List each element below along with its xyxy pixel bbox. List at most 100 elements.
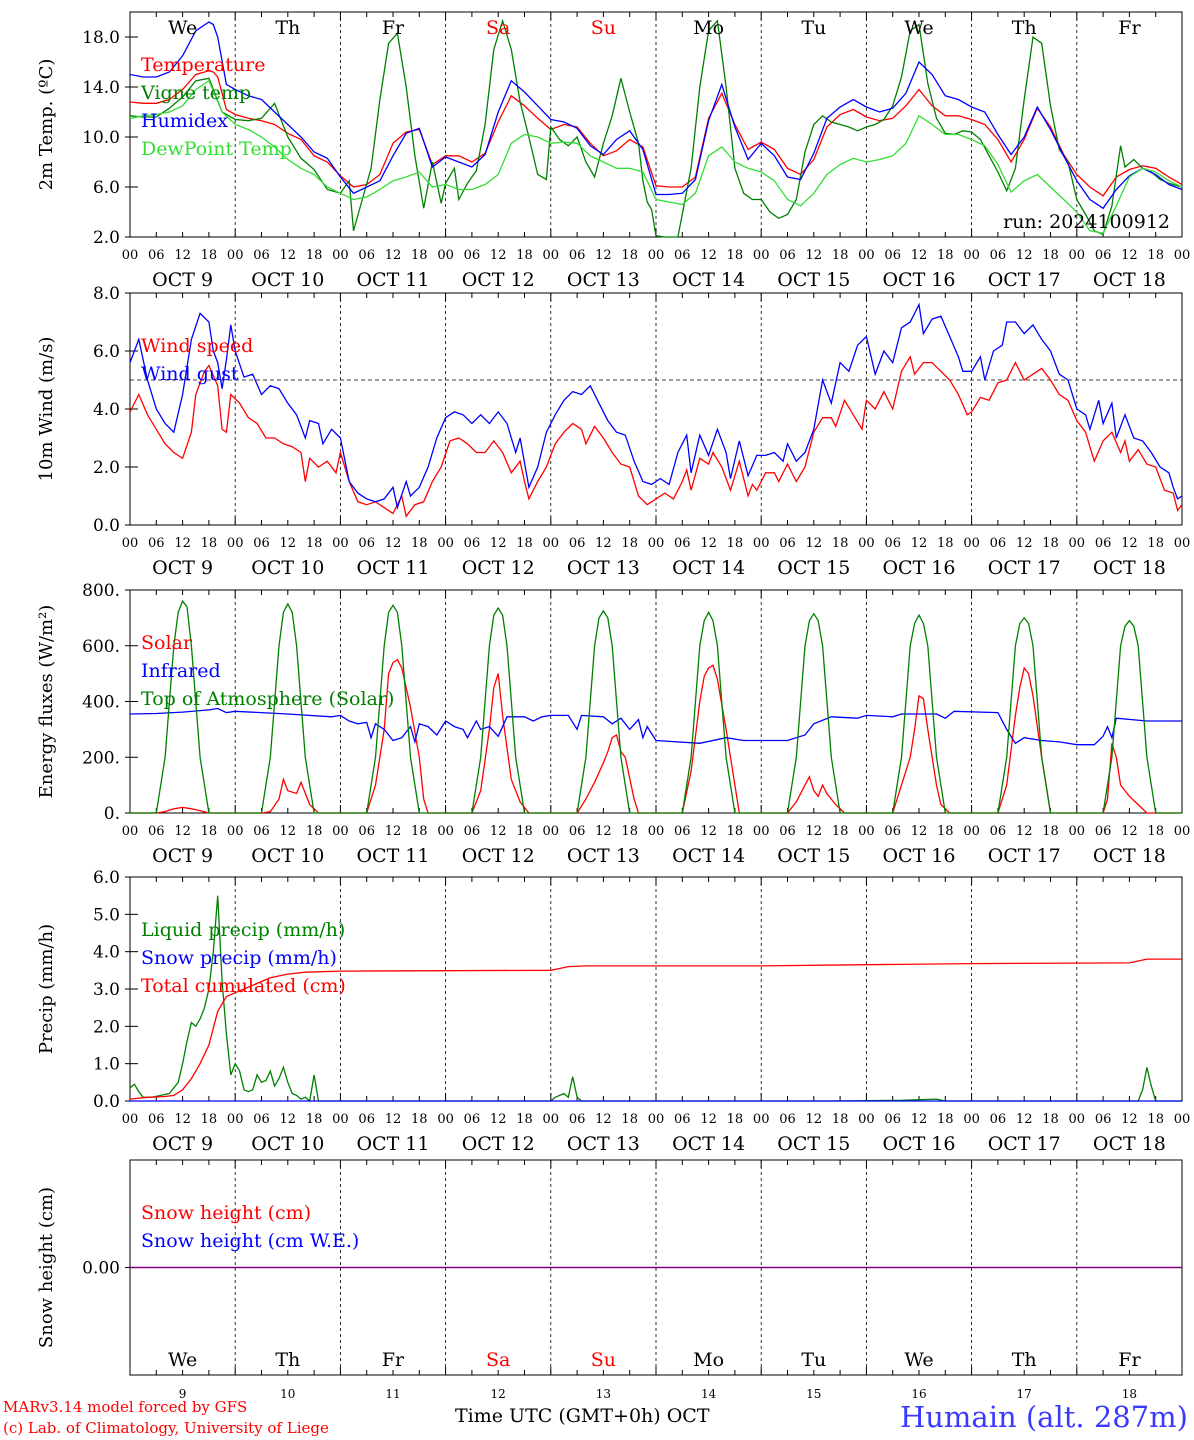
x-hour-label: 06 <box>464 536 481 551</box>
x-hour-label: 12 <box>1121 1112 1138 1127</box>
x-hour-label: 00 <box>1069 1112 1086 1127</box>
day-number-label: 15 <box>806 1387 821 1401</box>
x-hour-label: 00 <box>858 536 875 551</box>
series-line-wind-speed <box>130 355 1182 518</box>
x-hour-label: 00 <box>753 536 770 551</box>
x-hour-label: 18 <box>727 824 744 839</box>
weekday-label-top: Mo <box>693 17 724 39</box>
x-date-label: OCT 11 <box>356 845 429 867</box>
x-hour-label: 18 <box>306 1112 323 1127</box>
x-date-label: OCT 13 <box>567 269 640 291</box>
run-label: run: 2024100912 <box>1003 211 1170 233</box>
x-hour-label: 00 <box>648 536 665 551</box>
y-tick-label: 400. <box>82 693 120 713</box>
x-hour-label: 06 <box>884 536 901 551</box>
legend-entry: Wind speed <box>141 335 253 357</box>
y-tick-label: 2.0 <box>93 228 120 248</box>
weekday-label-bottom: We <box>904 1349 933 1371</box>
x-hour-label: 06 <box>779 248 796 263</box>
x-hour-label: 18 <box>1147 248 1164 263</box>
legend-entry: DewPoint Temp <box>141 138 292 160</box>
x-hour-label: 12 <box>385 1112 402 1127</box>
x-hour-label: 06 <box>990 248 1007 263</box>
time-axis-title: Time UTC (GMT+0h) OCT <box>455 1405 710 1427</box>
day-number-label: 9 <box>179 1387 187 1401</box>
x-hour-label: 00 <box>437 536 454 551</box>
x-hour-label: 12 <box>490 1112 507 1127</box>
x-hour-label: 18 <box>937 1112 954 1127</box>
day-number-label: 17 <box>1017 1387 1032 1401</box>
x-hour-label: 06 <box>253 248 270 263</box>
x-hour-label: 00 <box>332 536 349 551</box>
x-hour-label: 18 <box>516 536 533 551</box>
x-date-label: OCT 17 <box>988 269 1061 291</box>
x-hour-label: 00 <box>1174 1112 1191 1127</box>
x-hour-label: 06 <box>1095 248 1112 263</box>
x-hour-label: 06 <box>990 1112 1007 1127</box>
x-hour-label: 18 <box>306 536 323 551</box>
x-hour-label: 18 <box>411 824 428 839</box>
x-hour-label: 06 <box>1095 1112 1112 1127</box>
x-hour-label: 18 <box>1147 536 1164 551</box>
x-hour-label: 12 <box>280 248 297 263</box>
x-hour-label: 06 <box>674 248 691 263</box>
x-hour-label: 18 <box>516 1112 533 1127</box>
x-hour-label: 06 <box>148 248 165 263</box>
weekday-label-bottom: Tu <box>801 1349 826 1371</box>
y-tick-label: 6.0 <box>93 178 120 198</box>
y-tick-label: 3.0 <box>93 980 120 1000</box>
x-hour-label: 06 <box>779 536 796 551</box>
x-date-label: OCT 12 <box>462 557 535 579</box>
x-hour-label: 06 <box>569 536 586 551</box>
x-hour-label: 06 <box>148 1112 165 1127</box>
x-hour-label: 18 <box>516 248 533 263</box>
x-hour-label: 18 <box>1147 1112 1164 1127</box>
x-hour-label: 12 <box>1016 536 1033 551</box>
x-date-label: OCT 11 <box>356 269 429 291</box>
y-tick-label: 5.0 <box>93 905 120 925</box>
y-tick-label: 0.0 <box>93 1092 120 1112</box>
x-hour-label: 12 <box>1121 248 1138 263</box>
x-date-label: OCT 14 <box>672 269 745 291</box>
x-hour-label: 12 <box>1016 824 1033 839</box>
weekday-label-bottom: Su <box>591 1349 616 1371</box>
x-hour-label: 00 <box>122 536 139 551</box>
x-date-label: OCT 13 <box>567 1133 640 1155</box>
x-hour-label: 18 <box>201 1112 218 1127</box>
x-hour-label: 12 <box>700 1112 717 1127</box>
y-tick-label: 2.0 <box>93 458 120 478</box>
x-hour-label: 12 <box>1121 824 1138 839</box>
x-hour-label: 12 <box>490 536 507 551</box>
x-hour-label: 18 <box>516 824 533 839</box>
x-hour-label: 12 <box>806 1112 823 1127</box>
day-number-label: 10 <box>280 1387 295 1401</box>
x-hour-label: 12 <box>174 248 191 263</box>
legend-entry: Liquid precip (mm/h) <box>141 919 345 941</box>
x-hour-label: 18 <box>832 248 849 263</box>
x-hour-label: 18 <box>727 536 744 551</box>
x-hour-label: 00 <box>753 824 770 839</box>
legend-entry: Snow precip (mm/h) <box>141 947 337 969</box>
series-line-dewpoint-temp <box>130 79 1182 235</box>
weekday-label-bottom: Fr <box>1118 1349 1141 1371</box>
x-hour-label: 12 <box>806 248 823 263</box>
series-line-wind-gust <box>130 302 1182 511</box>
x-hour-label: 00 <box>648 824 665 839</box>
x-date-label: OCT 16 <box>882 845 955 867</box>
weekday-label-bottom: Mo <box>693 1349 724 1371</box>
series-line-infrared <box>130 707 1182 746</box>
x-hour-label: 00 <box>648 248 665 263</box>
x-hour-label: 06 <box>464 1112 481 1127</box>
lab-credit: (c) Lab. of Climatology, University of L… <box>3 1419 329 1437</box>
x-hour-label: 06 <box>884 248 901 263</box>
x-hour-label: 12 <box>595 248 612 263</box>
x-hour-label: 00 <box>332 824 349 839</box>
x-hour-label: 06 <box>569 824 586 839</box>
day-number-label: 14 <box>701 1387 717 1401</box>
x-hour-label: 18 <box>1042 1112 1059 1127</box>
weekday-label-bottom: Sa <box>486 1349 510 1371</box>
x-hour-label: 18 <box>411 536 428 551</box>
x-hour-label: 06 <box>253 1112 270 1127</box>
x-hour-label: 06 <box>358 824 375 839</box>
x-hour-label: 00 <box>1174 824 1191 839</box>
